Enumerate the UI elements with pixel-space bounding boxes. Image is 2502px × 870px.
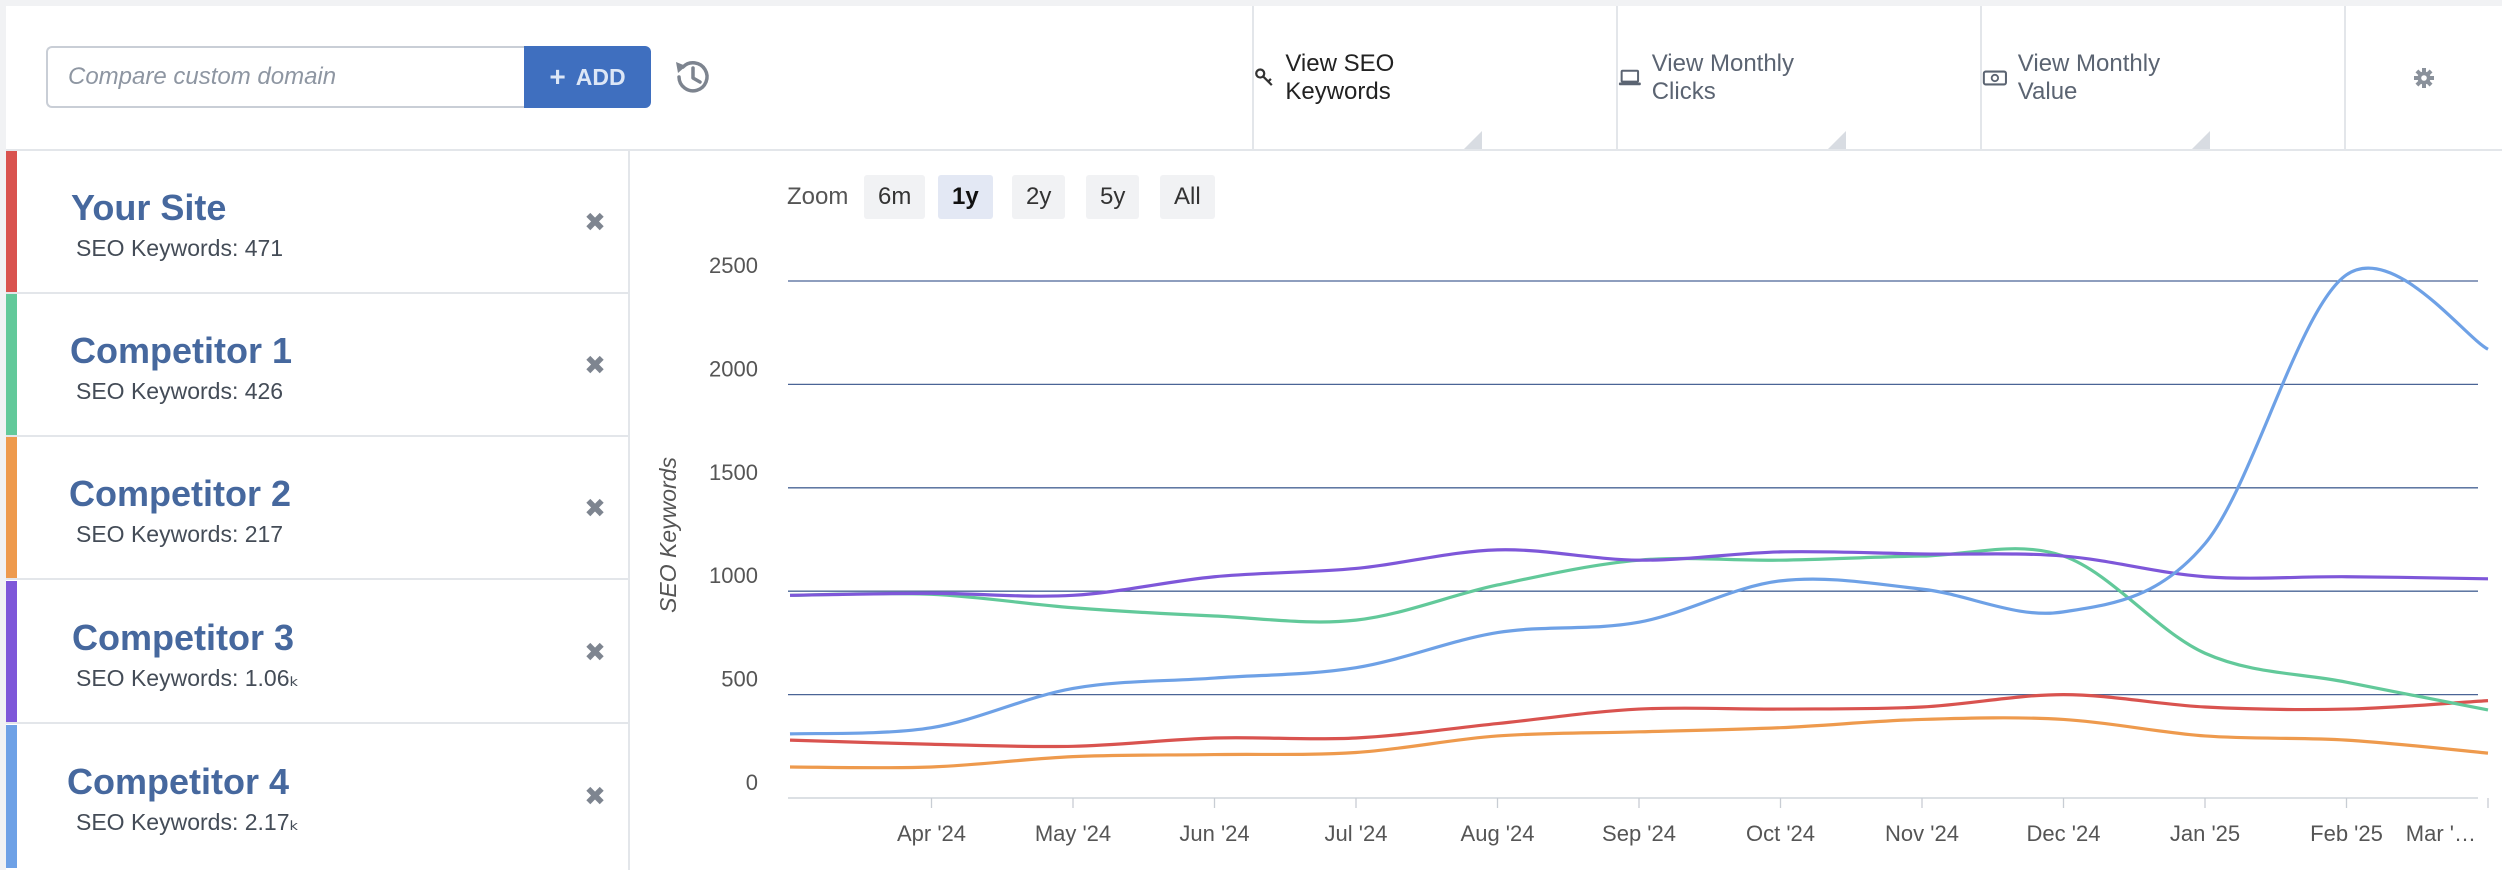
series-lines bbox=[789, 266, 2489, 770]
tab-seo-keywords[interactable]: View SEO Keywords bbox=[1252, 6, 1482, 149]
key-icon bbox=[1255, 67, 1273, 86]
remove-site-icon[interactable]: ✖ bbox=[584, 636, 606, 667]
remove-site-icon[interactable]: ✖ bbox=[584, 492, 606, 523]
series-line-competitor-1[interactable] bbox=[789, 547, 2489, 712]
tab-monthly-value-label: View Monthly Value bbox=[2017, 49, 2161, 105]
y-tick-labels: 0 500 1000 1500 2000 2500 bbox=[709, 253, 758, 795]
x-tick-label: Sep '24 bbox=[1602, 821, 1676, 846]
plus-icon: + bbox=[549, 61, 566, 92]
x-tick-label: Mar '… bbox=[2406, 821, 2476, 846]
site-keywords: SEO Keywords: 1.06ₖ bbox=[76, 665, 300, 691]
site-keywords: SEO Keywords: 426 bbox=[76, 378, 284, 404]
site-card-competitor-4[interactable]: Competitor 4 SEO Keywords: 2.17ₖ ✖ bbox=[6, 725, 628, 868]
site-card-competitor-2[interactable]: Competitor 2 SEO Keywords: 217 ✖ bbox=[6, 437, 628, 580]
tab-corner bbox=[2192, 131, 2210, 149]
y-tick-label: 2500 bbox=[709, 253, 758, 278]
y-tick-label: 1500 bbox=[709, 460, 758, 485]
site-name: Competitor 1 bbox=[70, 330, 293, 371]
y-tick-label: 0 bbox=[746, 770, 758, 795]
y-tick-label: 1000 bbox=[709, 563, 758, 588]
site-color-bar bbox=[6, 151, 17, 292]
add-button-label: ADD bbox=[575, 63, 626, 90]
y-axis-label: SEO Keywords bbox=[655, 457, 681, 613]
site-name: Competitor 4 bbox=[67, 761, 290, 802]
remove-site-icon[interactable]: ✖ bbox=[584, 780, 606, 811]
site-keywords: SEO Keywords: 217 bbox=[76, 521, 284, 547]
zoom-5y-button[interactable]: 5y bbox=[1086, 175, 1140, 219]
x-tick-label: May '24 bbox=[1035, 821, 1111, 846]
site-keywords: SEO Keywords: 471 bbox=[76, 235, 284, 261]
tab-corner bbox=[1828, 131, 1846, 149]
x-tick-label: Jun '24 bbox=[1179, 821, 1249, 846]
series-line-competitor-4[interactable] bbox=[789, 266, 2489, 736]
series-line-competitor-3[interactable] bbox=[789, 548, 2489, 598]
y-tick-label: 500 bbox=[721, 667, 758, 692]
tab-monthly-clicks[interactable]: View Monthly Clicks bbox=[1616, 6, 1846, 149]
gear-icon bbox=[2414, 67, 2434, 88]
gridlines bbox=[788, 280, 2478, 799]
top-toolbar: + ADD View SEO Keywords View Monthly Cli… bbox=[6, 6, 2502, 151]
add-domain-button[interactable]: + ADD bbox=[524, 46, 651, 108]
tab-monthly-clicks-label: View Monthly Clicks bbox=[1651, 49, 1795, 105]
site-card-competitor-1[interactable]: Competitor 1 SEO Keywords: 426 ✖ bbox=[6, 294, 628, 437]
x-tick-labels: Apr '24 May '24 Jun '24 Jul '24 Aug '24 Sep '… bbox=[897, 798, 2489, 846]
seo-keywords-chart: Zoom 6m 1y 2y 5y All SEO Keywords 0 500 10… bbox=[630, 151, 2502, 870]
site-card-competitor-3[interactable]: Competitor 3 SEO Keywords: 1.06ₖ ✖ bbox=[6, 581, 628, 724]
app-frame: + ADD View SEO Keywords View Monthly Cli… bbox=[6, 6, 2502, 870]
series-line-your-site[interactable] bbox=[789, 693, 2489, 749]
laptop-icon bbox=[1618, 69, 1641, 85]
tab-corner bbox=[1464, 131, 1482, 149]
x-tick-label: Aug '24 bbox=[1461, 821, 1535, 846]
x-tick-label: Nov '24 bbox=[1885, 821, 1959, 846]
y-tick-label: 2000 bbox=[709, 356, 758, 381]
x-tick-label: Jul '24 bbox=[1325, 821, 1388, 846]
line-chart-svg: SEO Keywords 0 500 1000 1500 2000 2500 Apr '2… bbox=[655, 253, 2489, 846]
x-tick-label: Feb '25 bbox=[2310, 821, 2383, 846]
site-color-bar bbox=[6, 294, 17, 435]
site-name: Competitor 3 bbox=[72, 617, 295, 658]
site-keywords: SEO Keywords: 2.17ₖ bbox=[76, 809, 300, 835]
site-color-bar bbox=[6, 437, 17, 578]
remove-site-icon[interactable]: ✖ bbox=[584, 206, 606, 237]
zoom-1y-button[interactable]: 1y bbox=[938, 175, 993, 219]
site-color-bar bbox=[6, 725, 17, 868]
tab-monthly-value[interactable]: View Monthly Value bbox=[1980, 6, 2210, 149]
site-name: Your Site bbox=[71, 187, 227, 228]
site-color-bar bbox=[6, 581, 17, 722]
site-card-your-site[interactable]: Your Site SEO Keywords: 471 ✖ bbox=[6, 151, 628, 294]
x-tick-label: Apr '24 bbox=[897, 821, 966, 846]
zoom-label: Zoom bbox=[787, 183, 849, 210]
remove-site-icon[interactable]: ✖ bbox=[584, 349, 606, 380]
money-icon bbox=[1982, 70, 2007, 85]
x-tick-label: Oct '24 bbox=[1746, 821, 1815, 846]
site-name: Competitor 2 bbox=[69, 473, 292, 514]
compare-domain-input[interactable] bbox=[46, 46, 525, 108]
x-tick-label: Dec '24 bbox=[2027, 821, 2101, 846]
zoom-all-button[interactable]: All bbox=[1160, 175, 1215, 219]
settings-button[interactable] bbox=[2344, 6, 2502, 149]
sites-sidebar: Your Site SEO Keywords: 471 ✖ Competitor… bbox=[6, 151, 630, 870]
zoom-6m-button[interactable]: 6m bbox=[864, 175, 926, 219]
history-icon[interactable] bbox=[670, 54, 716, 100]
tab-seo-keywords-label: View SEO Keywords bbox=[1285, 49, 1395, 105]
x-tick-label: Jan '25 bbox=[2170, 821, 2240, 846]
series-line-competitor-2[interactable] bbox=[789, 716, 2489, 770]
zoom-2y-button[interactable]: 2y bbox=[1012, 175, 1066, 219]
